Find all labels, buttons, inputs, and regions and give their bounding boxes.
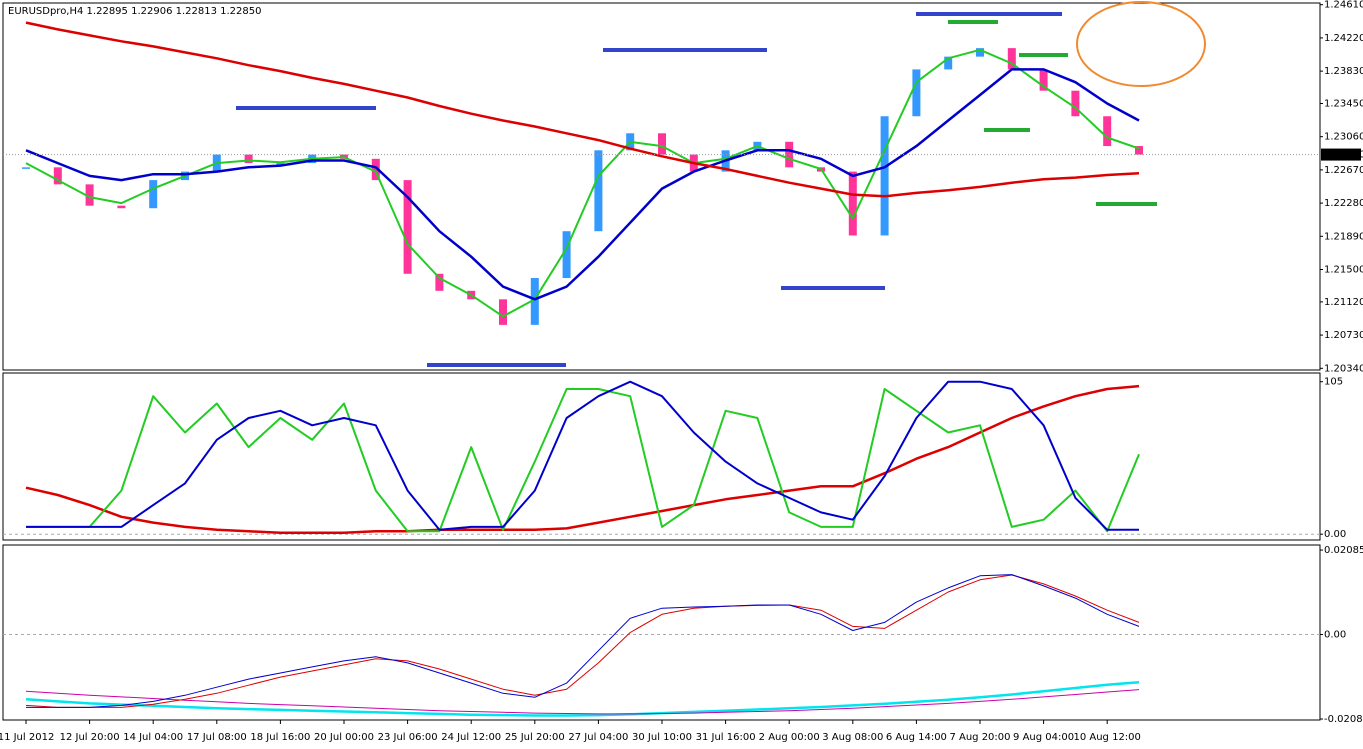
y-tick-label: 1.23450 xyxy=(1324,98,1363,109)
candle xyxy=(1007,48,1016,70)
series-line xyxy=(26,380,1139,531)
candle xyxy=(1071,90,1080,117)
candle xyxy=(1039,69,1048,91)
candle xyxy=(1135,146,1143,155)
series-line xyxy=(25,384,1140,534)
main-panel xyxy=(2,2,1321,371)
candle xyxy=(403,180,412,274)
x-tick-label: 3 Aug 08:00 xyxy=(822,732,883,743)
candle xyxy=(976,48,984,57)
series-line xyxy=(25,48,1140,318)
levels xyxy=(236,12,1157,367)
candle xyxy=(944,56,953,70)
candle xyxy=(1103,116,1112,147)
macd-panel xyxy=(2,544,1321,721)
y-tick-label: 1.21120 xyxy=(1324,297,1363,308)
y-tick-label: 1.23830 xyxy=(1324,66,1363,77)
x-tick-label: 12 Jul 20:00 xyxy=(60,732,120,743)
y-tick-label: 0.02085 xyxy=(1324,545,1363,556)
x-tick-label: 20 Jul 00:00 xyxy=(314,732,374,743)
y-tick-label: 1.20340 xyxy=(1324,363,1363,374)
y-tick-label: 1.20730 xyxy=(1324,330,1363,341)
candle xyxy=(594,150,603,232)
x-tick-label: 30 Jul 10:00 xyxy=(632,732,692,743)
x-tick-label: 31 Jul 16:00 xyxy=(696,732,756,743)
y-tick-label: 1.22670 xyxy=(1324,165,1363,176)
x-tick-label: 10 Aug 12:00 xyxy=(1073,732,1140,743)
x-tick-label: 2 Aug 00:00 xyxy=(759,732,820,743)
y-tick-label: 1.22280 xyxy=(1324,198,1363,209)
candle xyxy=(22,167,30,169)
candle xyxy=(530,278,539,325)
candle xyxy=(117,205,126,209)
series-line xyxy=(25,681,1140,717)
series-line xyxy=(25,574,1140,708)
x-tick-label: 9 Aug 04:00 xyxy=(1013,732,1074,743)
y-tick-label: 1.24220 xyxy=(1324,33,1363,44)
x-tick-label: 27 Jul 04:00 xyxy=(568,732,628,743)
chart-title: EURUSDpro,H4 1.22895 1.22906 1.22813 1.2… xyxy=(8,6,262,17)
candle xyxy=(880,116,889,236)
candle xyxy=(149,180,158,209)
candle xyxy=(244,154,253,164)
y-tick-label: 0.00 xyxy=(1324,529,1346,540)
x-tick-label: 7 Aug 20:00 xyxy=(949,732,1010,743)
candle xyxy=(371,158,380,181)
candle xyxy=(499,299,507,325)
candle xyxy=(276,163,285,165)
series-line xyxy=(26,574,1140,708)
y-tick-label: 105 xyxy=(1324,377,1343,388)
candle xyxy=(658,133,666,155)
x-tick-label: 6 Aug 14:00 xyxy=(886,732,947,743)
series-line xyxy=(25,689,1140,715)
x-tick-label: 11 Jul 2012 xyxy=(0,732,54,743)
candle xyxy=(85,184,94,206)
x-tick-label: 18 Jul 16:00 xyxy=(250,732,310,743)
candle xyxy=(912,69,921,117)
stochastic-panel xyxy=(2,372,1321,541)
series-line xyxy=(25,21,1140,198)
y-tick-label: 1.21500 xyxy=(1324,265,1363,276)
last-price-box xyxy=(1321,148,1361,161)
x-tick-label: 25 Jul 20:00 xyxy=(505,732,565,743)
last-price-label: 1.22850 xyxy=(1324,150,1363,161)
candle xyxy=(562,231,571,279)
y-tick-label: 0.00 xyxy=(1324,630,1346,641)
x-tick-label: 14 Jul 04:00 xyxy=(123,732,183,743)
y-tick-label: 1.23060 xyxy=(1324,132,1363,143)
series-line xyxy=(26,388,1140,533)
x-tick-label: 17 Jul 08:00 xyxy=(187,732,247,743)
candle xyxy=(848,171,857,236)
y-tick-label: 1.21890 xyxy=(1324,231,1363,242)
series-line xyxy=(25,68,1140,301)
highlight-ellipse xyxy=(1076,1,1206,87)
y-tick-label: -0.02085 xyxy=(1324,714,1363,725)
candle xyxy=(435,273,444,291)
x-tick-label: 23 Jul 06:00 xyxy=(378,732,438,743)
x-tick-label: 24 Jul 12:00 xyxy=(441,732,501,743)
y-tick-label: 1.24610 xyxy=(1324,0,1363,11)
candle xyxy=(53,167,62,185)
